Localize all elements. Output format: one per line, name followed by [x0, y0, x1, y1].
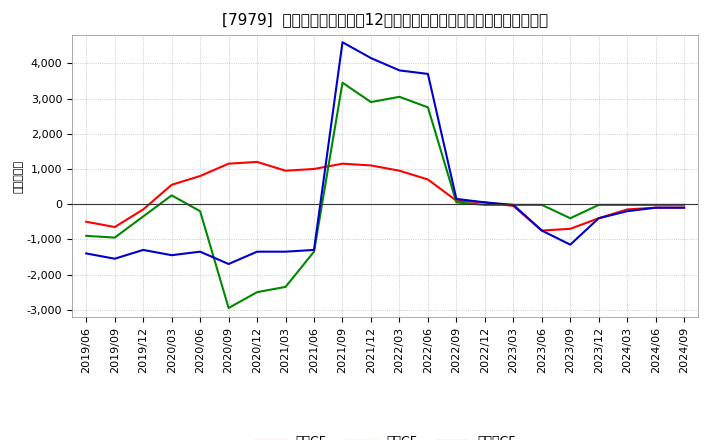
営業CF: [423, 177, 432, 182]
Line: 投資CF: 投資CF: [86, 83, 684, 308]
フリーCF: [82, 251, 91, 256]
Title: [7979]  キャッシュフローの12か月移動合計の対前年同期増減額の推移: [7979] キャッシュフローの12か月移動合計の対前年同期増減額の推移: [222, 12, 548, 27]
営業CF: [480, 200, 489, 205]
投資CF: [366, 99, 375, 105]
営業CF: [310, 166, 318, 172]
フリーCF: [652, 205, 660, 210]
営業CF: [167, 182, 176, 187]
投資CF: [139, 214, 148, 219]
投資CF: [566, 216, 575, 221]
営業CF: [395, 168, 404, 173]
Line: 営業CF: 営業CF: [86, 162, 684, 231]
投資CF: [480, 202, 489, 208]
営業CF: [366, 163, 375, 168]
フリーCF: [196, 249, 204, 254]
営業CF: [225, 161, 233, 166]
投資CF: [225, 305, 233, 311]
投資CF: [338, 80, 347, 85]
投資CF: [310, 249, 318, 254]
フリーCF: [509, 202, 518, 208]
営業CF: [652, 205, 660, 210]
フリーCF: [338, 40, 347, 45]
投資CF: [395, 94, 404, 99]
営業CF: [537, 228, 546, 233]
投資CF: [537, 202, 546, 208]
投資CF: [253, 290, 261, 295]
投資CF: [196, 209, 204, 214]
営業CF: [623, 207, 631, 212]
フリーCF: [680, 205, 688, 210]
営業CF: [338, 161, 347, 166]
フリーCF: [253, 249, 261, 254]
営業CF: [566, 226, 575, 231]
営業CF: [196, 173, 204, 179]
営業CF: [139, 207, 148, 212]
営業CF: [282, 168, 290, 173]
フリーCF: [139, 247, 148, 253]
投資CF: [282, 284, 290, 290]
営業CF: [680, 205, 688, 210]
投資CF: [509, 202, 518, 208]
営業CF: [509, 203, 518, 209]
営業CF: [110, 224, 119, 230]
投資CF: [595, 202, 603, 208]
投資CF: [110, 235, 119, 240]
フリーCF: [282, 249, 290, 254]
営業CF: [82, 219, 91, 224]
フリーCF: [595, 216, 603, 221]
Line: フリーCF: フリーCF: [86, 42, 684, 264]
Y-axis label: （百万円）: （百万円）: [14, 159, 24, 193]
フリーCF: [110, 256, 119, 261]
フリーCF: [310, 247, 318, 253]
フリーCF: [623, 209, 631, 214]
営業CF: [452, 198, 461, 203]
フリーCF: [566, 242, 575, 247]
フリーCF: [225, 261, 233, 267]
投資CF: [82, 233, 91, 238]
Legend: 営業CF, 投資CF, フリーCF: 営業CF, 投資CF, フリーCF: [250, 430, 521, 440]
フリーCF: [537, 228, 546, 233]
フリーCF: [480, 200, 489, 205]
投資CF: [423, 105, 432, 110]
投資CF: [623, 202, 631, 208]
投資CF: [680, 202, 688, 208]
フリーCF: [452, 196, 461, 202]
フリーCF: [167, 253, 176, 258]
フリーCF: [423, 71, 432, 77]
フリーCF: [366, 55, 375, 61]
営業CF: [595, 216, 603, 221]
投資CF: [452, 200, 461, 205]
フリーCF: [395, 68, 404, 73]
投資CF: [167, 193, 176, 198]
投資CF: [652, 202, 660, 208]
営業CF: [253, 159, 261, 165]
